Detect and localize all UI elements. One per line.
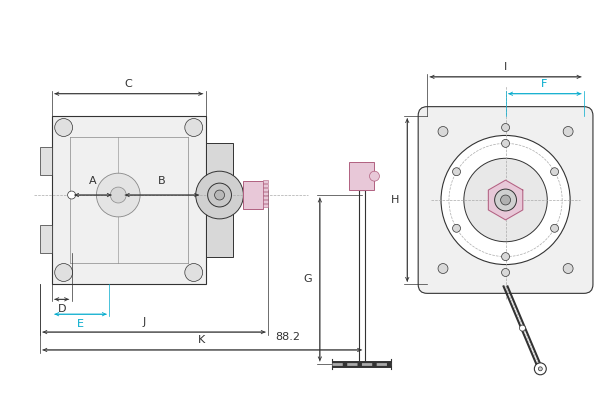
- Circle shape: [438, 126, 448, 136]
- Text: A: A: [89, 176, 96, 186]
- Circle shape: [563, 264, 573, 274]
- Bar: [263, 196, 268, 199]
- Bar: [263, 192, 268, 195]
- Circle shape: [502, 268, 509, 276]
- Circle shape: [551, 224, 559, 232]
- Bar: [244, 181, 263, 209]
- Bar: [263, 180, 268, 183]
- Circle shape: [464, 158, 547, 242]
- Text: C: C: [124, 79, 132, 89]
- Bar: [263, 204, 268, 207]
- Text: K: K: [198, 335, 205, 345]
- Circle shape: [196, 171, 244, 219]
- FancyBboxPatch shape: [418, 107, 593, 293]
- Circle shape: [441, 136, 570, 264]
- Circle shape: [208, 183, 232, 207]
- Bar: [52, 116, 206, 284]
- Circle shape: [538, 367, 542, 371]
- Circle shape: [551, 168, 559, 176]
- Circle shape: [502, 140, 509, 147]
- Text: J: J: [142, 317, 146, 327]
- Circle shape: [563, 126, 573, 136]
- Circle shape: [452, 168, 461, 176]
- Circle shape: [438, 264, 448, 274]
- Text: I: I: [504, 62, 507, 72]
- Text: B: B: [158, 176, 166, 186]
- Bar: [263, 200, 268, 203]
- Text: 88.2: 88.2: [275, 332, 301, 342]
- Circle shape: [370, 171, 379, 181]
- Polygon shape: [488, 180, 523, 220]
- Circle shape: [185, 264, 203, 282]
- Circle shape: [520, 325, 526, 331]
- Bar: [349, 162, 374, 190]
- Circle shape: [55, 118, 73, 136]
- Circle shape: [110, 187, 126, 203]
- Circle shape: [502, 253, 509, 260]
- Circle shape: [97, 173, 140, 217]
- Bar: [206, 143, 233, 257]
- Circle shape: [452, 224, 461, 232]
- Bar: [263, 184, 268, 187]
- Text: D: D: [58, 304, 66, 314]
- Circle shape: [55, 264, 73, 282]
- Text: F: F: [541, 79, 547, 89]
- Circle shape: [502, 124, 509, 132]
- Circle shape: [68, 191, 76, 199]
- Circle shape: [215, 190, 224, 200]
- Bar: [40, 225, 52, 253]
- Text: H: H: [391, 195, 400, 205]
- Circle shape: [494, 189, 517, 211]
- Bar: [263, 188, 268, 191]
- Text: E: E: [77, 319, 84, 329]
- Circle shape: [535, 363, 546, 375]
- Text: G: G: [304, 274, 312, 284]
- Circle shape: [185, 118, 203, 136]
- Bar: [40, 147, 52, 175]
- Circle shape: [500, 195, 511, 205]
